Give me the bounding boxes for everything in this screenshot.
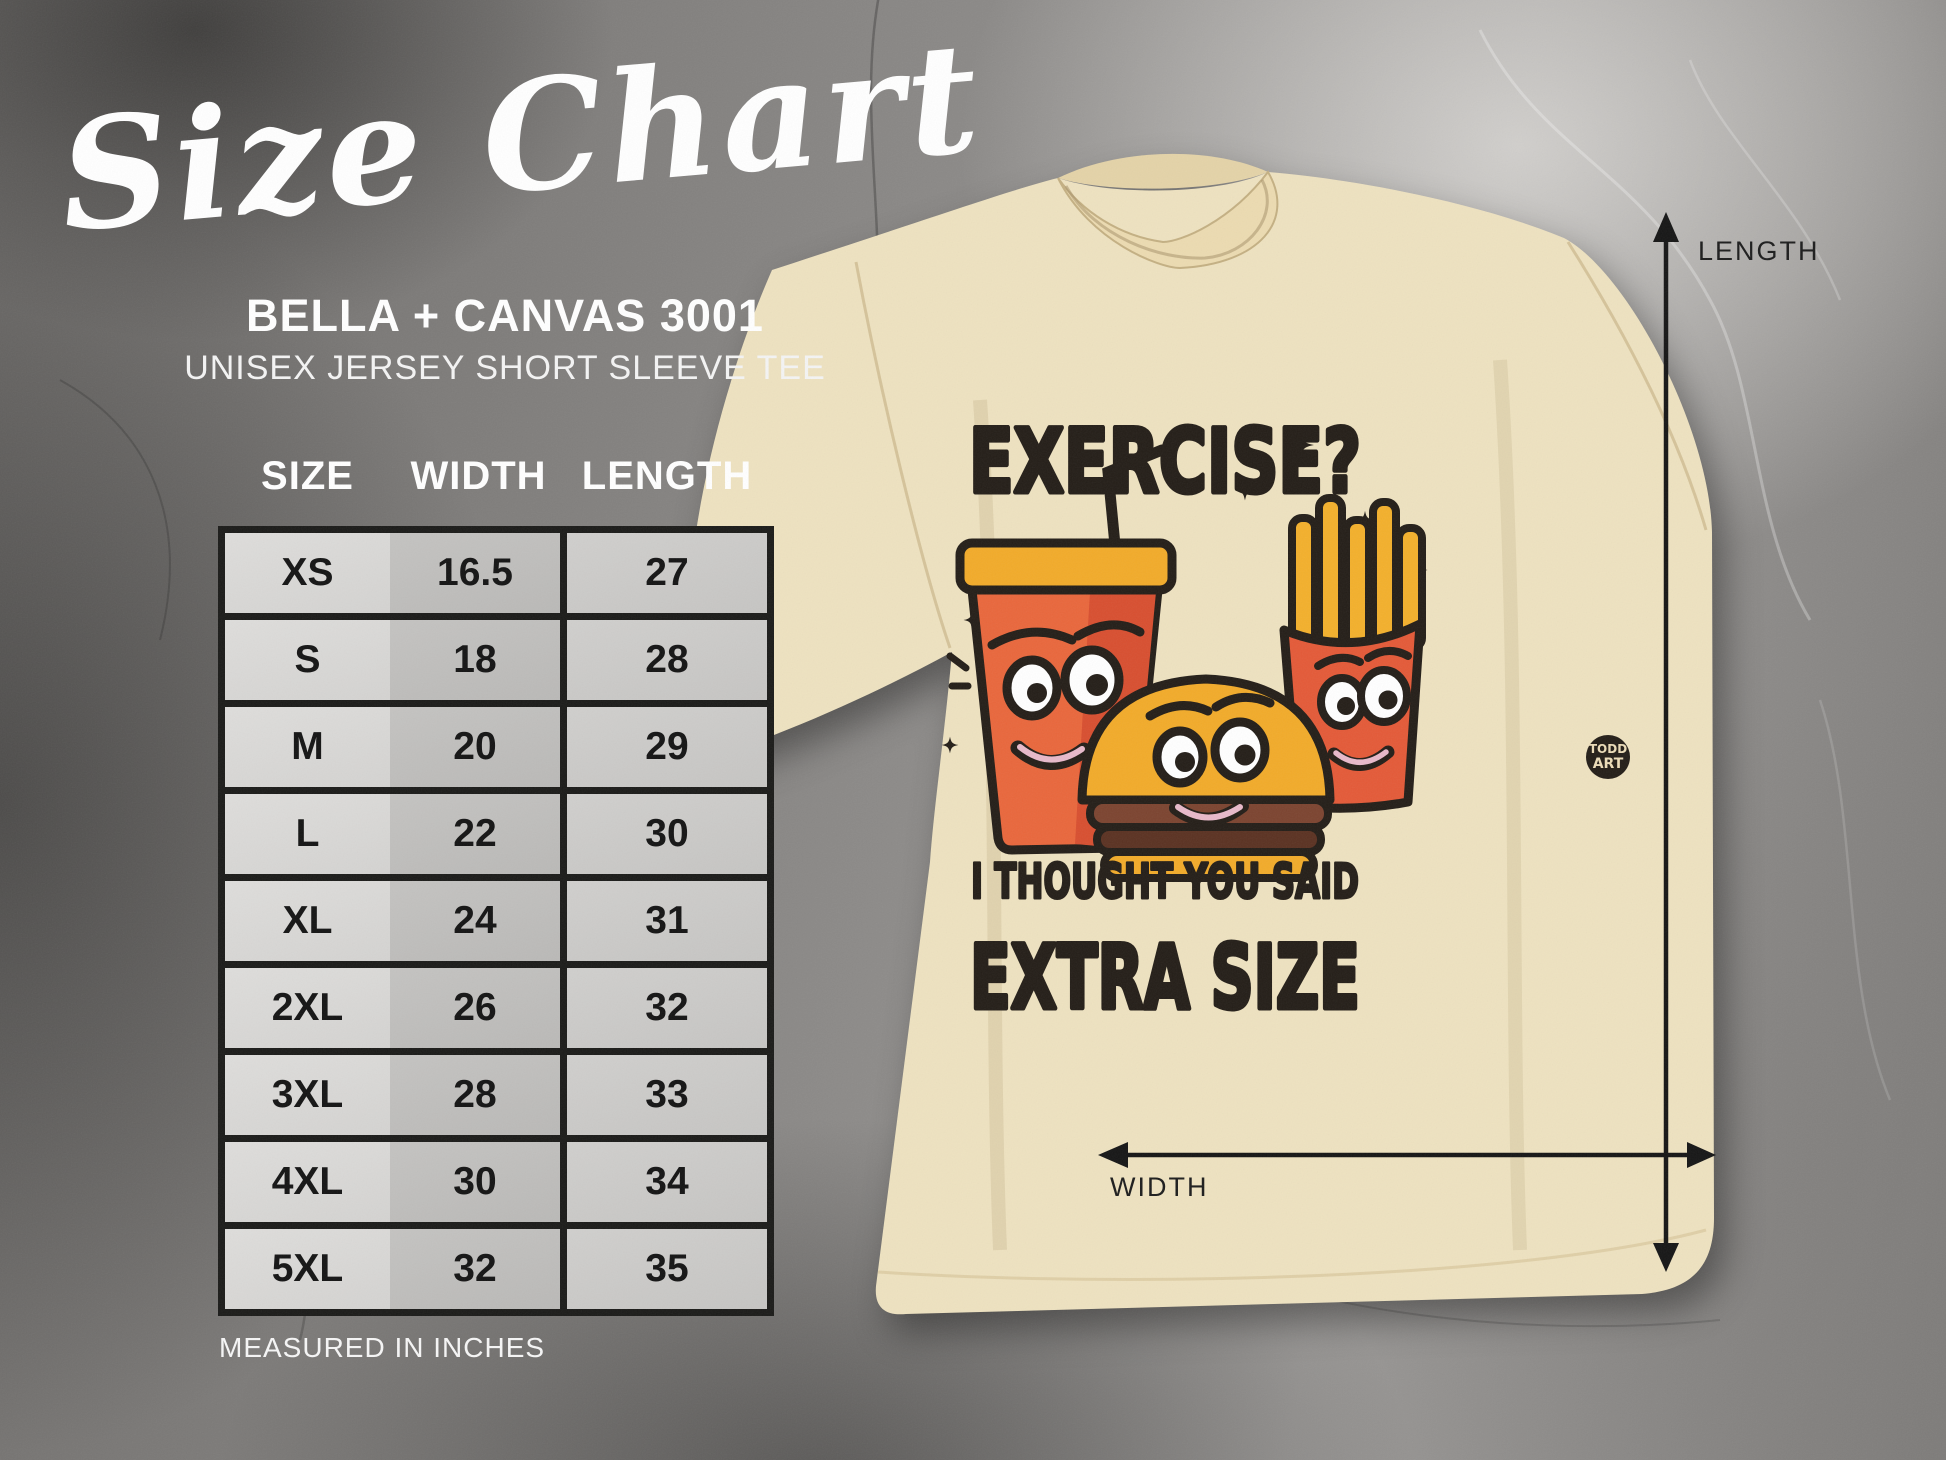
badge-line1: TODD [1589,742,1627,756]
table-row: S 18 28 [218,613,774,707]
size-cell: 4XL [225,1142,390,1222]
size-cell: XL [225,881,390,961]
length-cell: 32 [560,961,774,1055]
header-width: WIDTH [410,453,547,498]
todd-art-badge: TODD ART [1586,735,1630,779]
length-cell: 30 [560,787,774,881]
length-cell: 28 [560,613,774,707]
header-size: SIZE [261,453,354,498]
length-cell: 34 [560,1135,774,1229]
length-cell: 27 [560,526,774,620]
length-cell: 31 [560,874,774,968]
size-cell: M [225,707,390,787]
width-cell: 26 [390,968,560,1048]
table-row: 4XL 30 34 [218,1135,774,1229]
design-bottomline: EXTRA SIZE [970,926,1360,1029]
header-length: LENGTH [581,453,753,498]
brand-name: BELLA + CANVAS 3001 [246,290,764,341]
table-row: 3XL 28 33 [218,1048,774,1142]
length-cell: 35 [560,1222,774,1316]
table-row: 2XL 26 32 [218,961,774,1055]
size-cell: 2XL [225,968,390,1048]
design-subline: I THOUGHT YOU SAID [971,854,1359,910]
width-cell: 16.5 [390,533,560,613]
size-cell: XS [225,533,390,613]
width-cell: 30 [390,1142,560,1222]
burger-illustration [1077,674,1335,882]
width-cell: 32 [390,1229,560,1309]
width-cell: 18 [390,620,560,700]
table-row: XL 24 31 [218,874,774,968]
size-table: XS 16.5 27 S 18 28 M 20 29 L 22 30 [218,526,774,1316]
table-row: L 22 30 [218,787,774,881]
size-cell: 5XL [225,1229,390,1309]
product-style: UNISEX JERSEY SHORT SLEEVE TEE [184,349,826,387]
width-cell: 20 [390,707,560,787]
design-headline: EXERCISE? [969,410,1361,513]
length-cell: 33 [560,1048,774,1142]
table-row: M 20 29 [218,700,774,794]
badge-line2: ART [1593,756,1624,772]
width-cell: 22 [390,794,560,874]
width-cell: 24 [390,881,560,961]
length-cell: 29 [560,700,774,794]
table-row: XS 16.5 27 [218,526,774,620]
length-label: LENGTH [1698,236,1820,266]
measured-note: MEASURED IN INCHES [219,1332,546,1363]
width-label: WIDTH [1110,1172,1208,1202]
size-cell: S [225,620,390,700]
width-cell: 28 [390,1055,560,1135]
size-cell: 3XL [225,1055,390,1135]
size-cell: L [225,794,390,874]
table-row: 5XL 32 35 [218,1222,774,1316]
table-header: SIZE WIDTH LENGTH [225,452,767,500]
